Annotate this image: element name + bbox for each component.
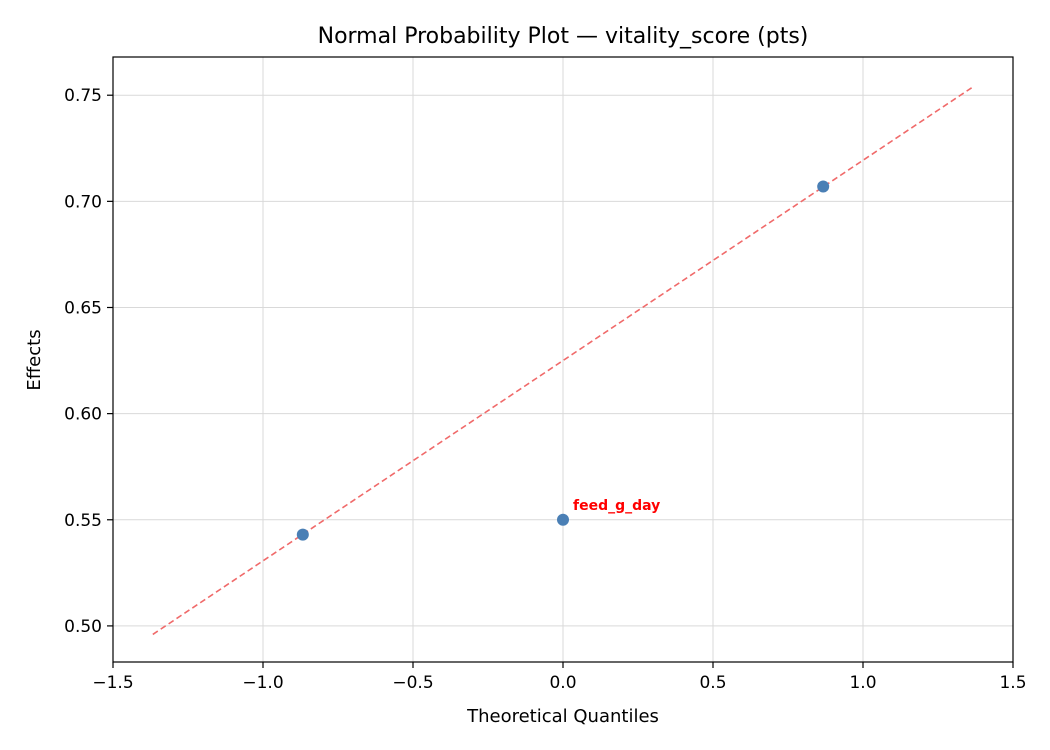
y-axis-label: Effects [24,329,45,390]
y-tick-label: 0.65 [64,298,102,318]
data-point [557,513,569,526]
y-axis: 0.50 0.55 0.60 0.65 0.70 0.75 [64,86,113,637]
data-point [817,180,830,193]
x-tick-label: 1.5 [999,673,1026,693]
y-tick-label: 0.60 [64,405,102,425]
chart-title: Normal Probability Plot — vitality_score… [318,24,809,49]
annotation-layer: feed_g_day [573,498,660,514]
reference-line [152,86,974,636]
x-tick-label: 1.0 [849,673,876,693]
reference-line-layer [152,86,974,636]
point-annotation: feed_g_day [573,498,660,514]
y-tick-label: 0.75 [64,86,102,106]
x-tick-label: 0.0 [549,673,576,693]
y-tick-label: 0.70 [64,192,102,212]
points-layer [296,180,830,541]
y-tick-label: 0.50 [64,617,102,637]
y-tick-label: 0.55 [64,511,102,531]
x-tick-label: −1.0 [242,673,283,693]
x-tick-label: −1.5 [92,673,133,693]
x-axis-label: Theoretical Quantiles [466,706,659,727]
x-tick-label: −0.5 [392,673,433,693]
x-axis: −1.5 −1.0 −0.5 0.0 0.5 1.0 1.5 [92,662,1027,693]
data-point [296,528,309,541]
x-tick-label: 0.5 [699,673,726,693]
